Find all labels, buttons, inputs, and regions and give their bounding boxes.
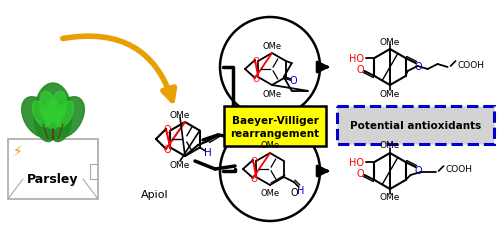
Ellipse shape xyxy=(40,92,56,123)
Text: O: O xyxy=(415,62,422,72)
Text: COOH: COOH xyxy=(446,165,472,174)
Text: O: O xyxy=(415,165,422,175)
FancyArrowPatch shape xyxy=(317,63,327,73)
FancyArrowPatch shape xyxy=(223,169,235,171)
Ellipse shape xyxy=(50,107,71,142)
Text: H: H xyxy=(204,148,212,158)
Text: OMe: OMe xyxy=(380,141,400,150)
Ellipse shape xyxy=(35,84,71,139)
Text: O: O xyxy=(290,187,298,197)
Text: Parsley: Parsley xyxy=(28,173,79,186)
Text: H: H xyxy=(297,185,304,195)
Text: OMe: OMe xyxy=(380,193,400,202)
Text: Potential antioxidants: Potential antioxidants xyxy=(350,120,481,131)
Ellipse shape xyxy=(40,100,66,139)
Text: HO: HO xyxy=(349,157,364,167)
Text: OMe: OMe xyxy=(262,89,281,98)
Ellipse shape xyxy=(34,107,56,142)
Text: Apiol: Apiol xyxy=(141,189,169,199)
Ellipse shape xyxy=(32,101,50,128)
Text: O: O xyxy=(252,56,260,65)
FancyArrowPatch shape xyxy=(62,37,174,101)
Text: OMe: OMe xyxy=(170,110,190,119)
Text: OMe: OMe xyxy=(262,41,281,50)
FancyBboxPatch shape xyxy=(8,139,98,199)
Text: OMe: OMe xyxy=(380,89,400,98)
Text: O: O xyxy=(163,124,171,134)
Text: Baeyer-Villiger: Baeyer-Villiger xyxy=(232,115,318,125)
Text: O: O xyxy=(290,76,298,86)
Text: O: O xyxy=(250,156,258,165)
Text: O: O xyxy=(163,144,171,154)
Text: O: O xyxy=(356,168,364,178)
FancyBboxPatch shape xyxy=(337,106,494,144)
Text: COOH: COOH xyxy=(458,60,484,69)
Text: OMe: OMe xyxy=(380,37,400,46)
Ellipse shape xyxy=(56,101,74,128)
Text: O: O xyxy=(356,65,364,75)
Text: O: O xyxy=(250,174,258,183)
Ellipse shape xyxy=(52,97,84,138)
Text: ⚡: ⚡ xyxy=(13,144,23,158)
Text: O: O xyxy=(252,74,260,83)
Ellipse shape xyxy=(50,92,66,123)
Text: OMe: OMe xyxy=(260,141,280,150)
FancyArrowPatch shape xyxy=(223,68,233,135)
FancyArrowPatch shape xyxy=(317,166,327,176)
Text: OMe: OMe xyxy=(170,160,190,169)
Ellipse shape xyxy=(22,97,54,138)
FancyBboxPatch shape xyxy=(224,106,326,146)
Ellipse shape xyxy=(45,100,61,129)
Text: HO: HO xyxy=(349,54,364,64)
Text: OMe: OMe xyxy=(260,189,280,198)
Text: rearrangement: rearrangement xyxy=(230,128,320,138)
